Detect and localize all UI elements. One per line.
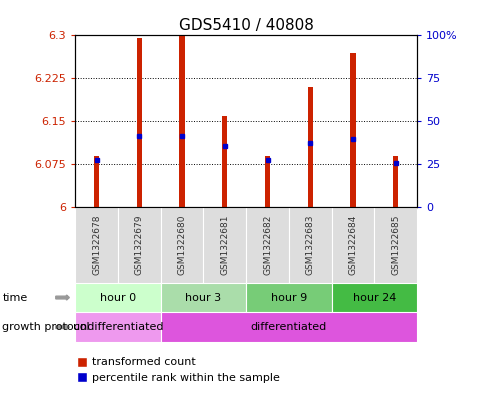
Bar	[75, 283, 160, 312]
Bar	[118, 208, 160, 283]
Text: differentiated: differentiated	[250, 322, 326, 332]
Bar	[179, 35, 184, 208]
Bar	[160, 208, 203, 283]
Bar	[160, 312, 416, 342]
Bar	[331, 208, 374, 283]
Bar	[350, 53, 355, 208]
Bar	[393, 156, 397, 208]
Title: GDS5410 / 40808: GDS5410 / 40808	[178, 18, 313, 33]
Bar	[94, 156, 99, 208]
Bar	[75, 208, 118, 283]
Text: hour 24: hour 24	[352, 292, 395, 303]
Bar	[245, 208, 288, 283]
Text: GSM1322685: GSM1322685	[391, 215, 399, 275]
Bar	[264, 156, 270, 208]
Text: GSM1322682: GSM1322682	[262, 215, 272, 275]
Text: GSM1322679: GSM1322679	[135, 215, 143, 275]
Text: GSM1322680: GSM1322680	[177, 215, 186, 275]
Text: GSM1322684: GSM1322684	[348, 215, 357, 275]
Text: GSM1322681: GSM1322681	[220, 215, 229, 275]
Bar	[307, 87, 312, 208]
Text: hour 0: hour 0	[100, 292, 136, 303]
Bar	[222, 116, 227, 208]
Text: hour 9: hour 9	[270, 292, 306, 303]
Bar	[203, 208, 245, 283]
Bar	[331, 283, 416, 312]
Text: GSM1322678: GSM1322678	[92, 215, 101, 275]
Text: hour 3: hour 3	[185, 292, 221, 303]
Bar	[136, 38, 141, 208]
Bar	[245, 283, 331, 312]
Text: time: time	[2, 292, 28, 303]
Bar	[75, 312, 160, 342]
Bar	[374, 208, 416, 283]
Bar	[288, 208, 331, 283]
Text: GSM1322683: GSM1322683	[305, 215, 314, 275]
Text: growth protocol: growth protocol	[2, 322, 90, 332]
Text: undifferentiated: undifferentiated	[73, 322, 163, 332]
Legend: transformed count, percentile rank within the sample: transformed count, percentile rank withi…	[73, 353, 284, 387]
Bar	[160, 283, 245, 312]
